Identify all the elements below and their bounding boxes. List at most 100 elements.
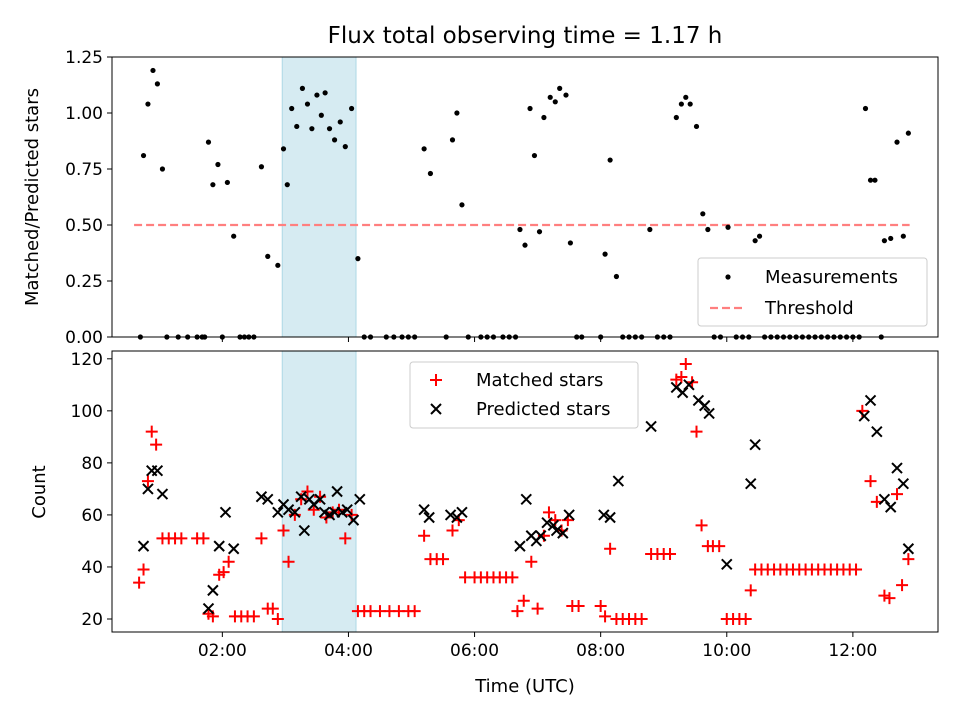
data-point bbox=[520, 493, 532, 506]
data-point bbox=[202, 602, 215, 615]
data-point bbox=[858, 410, 870, 422]
data-point bbox=[871, 425, 883, 438]
data-point bbox=[421, 146, 427, 152]
data-point bbox=[541, 114, 547, 121]
data-point bbox=[725, 224, 731, 230]
data-point bbox=[318, 112, 324, 118]
data-point bbox=[687, 101, 693, 107]
top-y-tick-label: 0.50 bbox=[65, 216, 103, 236]
data-point bbox=[137, 540, 150, 552]
data-point bbox=[703, 407, 715, 420]
data-point bbox=[207, 584, 219, 597]
data-point bbox=[891, 462, 903, 474]
legend-matched-marker bbox=[430, 374, 442, 386]
data-point bbox=[337, 119, 343, 125]
data-point bbox=[304, 101, 311, 107]
data-point bbox=[355, 256, 361, 262]
data-point bbox=[598, 509, 610, 521]
top-y-tick-label: 0.75 bbox=[65, 160, 103, 180]
data-point bbox=[881, 238, 888, 244]
data-point bbox=[547, 519, 560, 532]
data-point bbox=[314, 493, 326, 506]
bottom-y-tick-label: 20 bbox=[81, 610, 103, 630]
data-point bbox=[891, 488, 904, 501]
data-point bbox=[721, 558, 733, 571]
data-point bbox=[572, 599, 585, 612]
bottom-y-axis-label: Count bbox=[29, 465, 50, 518]
data-point bbox=[347, 514, 360, 526]
data-point bbox=[635, 612, 648, 625]
data-point bbox=[744, 584, 757, 597]
data-point bbox=[282, 555, 295, 568]
data-point bbox=[675, 371, 688, 384]
data-point bbox=[289, 105, 295, 112]
data-point bbox=[594, 599, 607, 612]
data-point bbox=[862, 105, 869, 112]
data-point bbox=[647, 226, 653, 233]
data-point bbox=[459, 202, 465, 208]
data-point bbox=[299, 85, 306, 91]
data-point bbox=[427, 170, 434, 177]
data-point bbox=[154, 81, 160, 87]
legend-predicted-marker bbox=[430, 403, 442, 415]
data-point bbox=[541, 517, 553, 529]
data-point bbox=[902, 543, 915, 555]
data-point bbox=[683, 94, 689, 100]
legend-threshold-label: Threshold bbox=[764, 298, 854, 319]
data-point bbox=[673, 114, 679, 121]
data-point bbox=[331, 137, 338, 143]
data-point bbox=[342, 144, 348, 150]
data-point bbox=[349, 105, 355, 112]
data-point bbox=[265, 253, 271, 259]
data-point bbox=[850, 563, 863, 576]
top-series-measurements bbox=[137, 67, 911, 340]
data-point bbox=[301, 485, 314, 498]
data-point bbox=[140, 152, 147, 159]
legend-predicted-label: Predicted stars bbox=[476, 399, 610, 420]
data-point bbox=[175, 532, 188, 545]
data-point bbox=[309, 126, 315, 132]
data-point bbox=[217, 566, 230, 579]
data-point bbox=[142, 483, 154, 495]
bottom-x-tick-label: 08:00 bbox=[576, 641, 625, 661]
data-point bbox=[284, 182, 290, 188]
data-point bbox=[878, 589, 891, 602]
top-y-tick-label: 0.25 bbox=[65, 272, 103, 292]
bottom-y-tick-label: 40 bbox=[81, 558, 103, 578]
data-point bbox=[900, 233, 906, 239]
bottom-series-matched-stars bbox=[133, 358, 915, 625]
top-axes-frame bbox=[111, 56, 939, 338]
data-point bbox=[454, 110, 460, 116]
data-point bbox=[255, 532, 268, 545]
data-point bbox=[314, 92, 320, 98]
data-point bbox=[867, 177, 874, 183]
data-point bbox=[341, 504, 353, 516]
data-point bbox=[690, 425, 703, 438]
data-point bbox=[437, 553, 450, 566]
data-point bbox=[222, 555, 235, 568]
data-point bbox=[145, 425, 158, 438]
data-point bbox=[514, 540, 526, 552]
data-point bbox=[418, 504, 430, 516]
chart-title: Flux total observing time = 1.17 h bbox=[328, 23, 723, 49]
data-point bbox=[255, 490, 268, 503]
data-point bbox=[446, 524, 459, 537]
data-point bbox=[517, 226, 523, 233]
data-point bbox=[567, 240, 573, 246]
bottom-legend: Matched stars Predicted stars bbox=[409, 361, 639, 429]
data-point bbox=[444, 509, 457, 521]
data-point bbox=[331, 485, 343, 498]
data-point bbox=[604, 511, 616, 524]
data-point bbox=[522, 242, 528, 248]
bottom-x-tick-label: 02:00 bbox=[198, 641, 247, 661]
data-point bbox=[151, 464, 164, 477]
data-point bbox=[878, 493, 891, 506]
data-point bbox=[695, 519, 708, 532]
data-point bbox=[752, 238, 758, 244]
data-point bbox=[326, 126, 333, 132]
bottom-axes-frame bbox=[111, 350, 939, 633]
data-point bbox=[150, 67, 156, 74]
data-point bbox=[531, 152, 538, 159]
data-point bbox=[645, 420, 657, 433]
data-point bbox=[517, 594, 530, 607]
